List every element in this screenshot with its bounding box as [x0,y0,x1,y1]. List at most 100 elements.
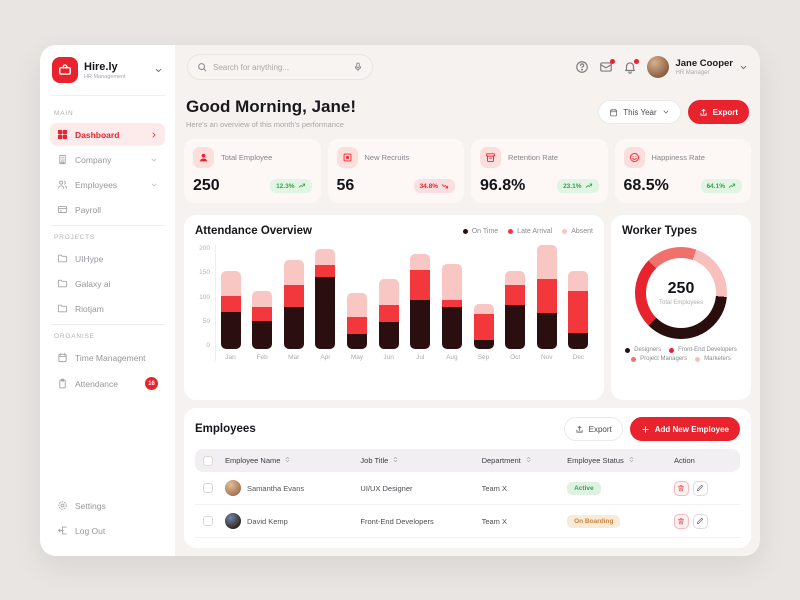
bar-jan[interactable]: Jan [220,245,241,361]
period-select[interactable]: This Year [598,100,681,124]
retention-icon [480,147,501,168]
table-row: Samantha Evans UI/UX Designer Team X Active [195,472,740,505]
employees-card: Employees Export Add New Emp [184,408,751,548]
stat-value: 56 [336,177,355,194]
sidebar-item-time-management[interactable]: Time Management [50,346,165,369]
sidebar-item-label: Settings [75,500,106,511]
bar-may[interactable]: May [347,245,368,361]
sidebar-divider [50,324,165,325]
sidebar-footer: Settings Log Out [50,494,165,544]
sidebar-item-label: Dashboard [75,129,120,140]
bar-apr[interactable]: Apr [315,245,336,361]
employees-export-button[interactable]: Export [563,417,623,441]
search-bar[interactable] [187,54,373,80]
employee-name: David Kemp [247,516,288,526]
app-logo[interactable]: Hire.ly HR Management [50,55,165,91]
row-checkbox[interactable] [203,516,213,526]
bar-sep[interactable]: Sep [473,245,494,361]
y-tick-label: 0 [206,342,210,349]
legend-dot [625,347,631,353]
payroll-icon [57,204,68,215]
search-input[interactable] [213,62,347,72]
delete-button[interactable] [673,480,689,496]
stat-card-total-employee: Total Employee 250 12.3% [184,139,321,203]
bar-dec[interactable]: Dec [568,245,589,361]
select-all-checkbox[interactable] [203,455,213,466]
sidebar-item-settings[interactable]: Settings [50,494,165,517]
sidebar-item-log-out[interactable]: Log Out [50,519,165,542]
sort-icon[interactable] [392,456,399,465]
attendance-badge: 16 [145,377,158,390]
attendance-chart: 200 150 100 50 0 Jan Feb Mar Apr May Jun Jul Aug Sep… [195,245,593,361]
folder-icon [57,278,68,289]
x-tick-label: Mar [288,354,300,361]
bar-segment-late-arrival [473,313,494,340]
sort-icon[interactable] [284,456,291,465]
messages-icon[interactable] [599,59,616,74]
attendance-legend: On Time Late Arrival Absent [462,228,593,235]
person-icon [193,147,214,168]
sidebar-item-label: Log Out [75,525,106,536]
sidebar-item-galaxy-ai[interactable]: Galaxy ai [50,272,165,295]
bar-segment-absent [473,303,494,314]
sidebar-item-label: UIHype [75,253,104,264]
sidebar-item-label: Galaxy ai [75,278,111,289]
bar-stack [536,245,557,349]
sidebar-item-payroll[interactable]: Payroll [50,198,165,221]
legend-item-front-end-developers: Front-End Developers [669,347,737,353]
bar-segment-absent [220,271,241,296]
page-title: Good Morning, Jane! [186,97,356,116]
sidebar-section-label: MAIN [54,110,74,117]
sort-icon[interactable] [628,456,635,465]
sidebar-item-uihype[interactable]: UIHype [50,247,165,270]
trend-up-icon [728,182,736,190]
bar-segment-absent [252,290,273,308]
stat-value: 250 [193,177,220,194]
main-area: Jane Cooper HR Manager Good Morning, Jan… [175,45,760,556]
bar-feb[interactable]: Feb [252,245,273,361]
bar-segment-absent [410,253,431,271]
add-new-employee-button[interactable]: Add New Employee [629,417,740,441]
notifications-bell-icon[interactable] [623,59,640,74]
employees-icon [57,179,68,190]
help-icon[interactable] [575,60,589,74]
bar-aug[interactable]: Aug [441,245,462,361]
user-menu[interactable]: Jane Cooper HR Manager [647,56,748,78]
row-checkbox[interactable] [203,483,213,493]
sidebar-item-riotjam[interactable]: Riotjam [50,297,165,320]
sidebar-item-attendance[interactable]: Attendance 16 [50,371,165,396]
bar-segment-absent [283,259,304,286]
bar-segment-late-arrival [283,285,304,308]
bar-oct[interactable]: Oct [505,245,526,361]
table-row: David Kemp Front-End Developers Team X On B… [195,505,740,538]
employees-title: Employees [195,423,256,435]
sort-icon[interactable] [525,456,532,465]
sidebar-item-label: Riotjam [75,303,104,314]
microphone-icon[interactable] [353,62,363,72]
legend-dot [508,228,514,234]
bar-mar[interactable]: Mar [283,245,304,361]
stat-card-retention-rate: Retention Rate 96.8% 23.1% [471,139,608,203]
sidebar-item-label: Time Management [75,352,146,363]
bar-jun[interactable]: Jun [378,245,399,361]
edit-button[interactable] [692,513,708,529]
search-icon [197,62,207,72]
bar-nov[interactable]: Nov [536,245,557,361]
legend-item-late-arrival: Late Arrival [508,228,552,235]
column-header-job-title: Job Title [360,456,481,465]
chevron-down-icon[interactable] [154,66,163,75]
app-window: Hire.ly HR Management MAIN Dashboard Compa… [40,45,760,556]
trend-badge: 23.1% [557,179,599,193]
bar-jul[interactable]: Jul [410,245,431,361]
export-button[interactable]: Export [687,100,749,124]
edit-button[interactable] [692,480,708,496]
sidebar-nav: MAIN Dashboard Company Employees Payroll PROJ… [50,104,165,398]
sidebar-item-employees[interactable]: Employees [50,173,165,196]
sidebar: Hire.ly HR Management MAIN Dashboard Compa… [40,45,175,556]
total-employees-label: Total Employees [658,300,704,306]
stat-value: 96.8% [480,177,526,194]
sidebar-item-dashboard[interactable]: Dashboard [50,123,165,146]
delete-button[interactable] [673,513,689,529]
sidebar-item-company[interactable]: Company [50,148,165,171]
sidebar-item-label: Payroll [75,204,101,215]
